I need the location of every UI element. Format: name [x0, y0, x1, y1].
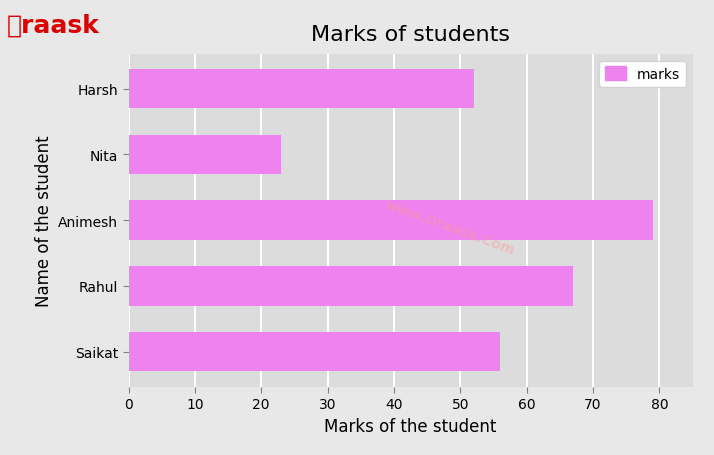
Title: Marks of students: Marks of students — [311, 25, 510, 45]
Bar — [129, 267, 573, 306]
Text: ⓘraask: ⓘraask — [7, 14, 100, 38]
Bar — [129, 201, 653, 240]
X-axis label: Marks of the student: Marks of the student — [324, 417, 497, 435]
Text: www.Oraask.Com: www.Oraask.Com — [383, 197, 517, 258]
Bar — [129, 70, 473, 109]
Bar — [129, 332, 500, 372]
Y-axis label: Name of the student: Name of the student — [34, 135, 53, 306]
Legend: marks: marks — [600, 61, 685, 87]
Bar — [129, 135, 281, 175]
